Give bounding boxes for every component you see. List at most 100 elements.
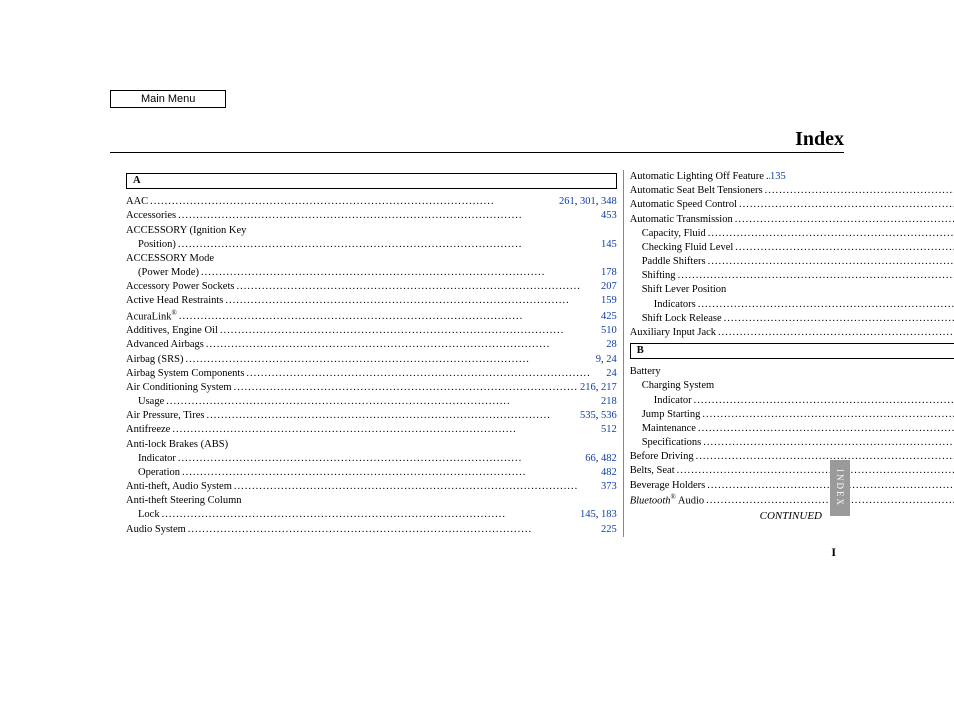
page-link[interactable]: 135 xyxy=(770,171,786,182)
index-page-refs: 218 xyxy=(601,395,617,409)
index-page-refs: 159 xyxy=(601,294,617,308)
index-entry-label: Airbag System Components xyxy=(126,367,244,381)
page-link[interactable]: 159 xyxy=(601,295,617,306)
page-link[interactable]: 145 xyxy=(580,509,596,520)
index-page-refs: 135 xyxy=(770,170,786,184)
index-entry-label: Anti-lock Brakes (ABS) xyxy=(126,438,228,452)
index-page-refs: 66, 482 xyxy=(585,452,617,466)
index-entry-label: Lock xyxy=(138,508,160,522)
leader-dots xyxy=(716,326,954,340)
page-link[interactable]: 482 xyxy=(601,467,617,478)
index-entry: AcuraLink® 425 xyxy=(126,309,617,325)
index-entry: Before Driving443 xyxy=(630,450,954,464)
leader-dots xyxy=(183,353,595,367)
index-entry-label: Specifications xyxy=(642,436,701,450)
index-entry: Belts, Seat8, 20 xyxy=(630,464,954,478)
page-number: I xyxy=(831,545,836,560)
index-entry: Airbag (SRS) 9, 24 xyxy=(126,353,617,367)
index-page-refs: 225 xyxy=(601,523,617,537)
index-entry-label: Advanced Airbags xyxy=(126,338,204,352)
index-page-refs: 28 xyxy=(606,338,617,352)
index-page-refs: 145, 183 xyxy=(580,508,617,522)
leader-dots xyxy=(170,423,601,437)
page-link[interactable]: 207 xyxy=(601,281,617,292)
index-column: AAAC261, 301, 348Accessories453ACCESSORY… xyxy=(120,170,623,537)
page-link[interactable]: 512 xyxy=(601,424,617,435)
page-link[interactable]: 348 xyxy=(601,196,617,207)
index-entry: Automatic Seat Belt Tensioners22 xyxy=(630,184,954,198)
leader-dots xyxy=(232,480,601,494)
leader-dots xyxy=(676,269,954,283)
leader-dots xyxy=(164,395,601,409)
index-page-refs: 9, 24 xyxy=(596,353,617,367)
leader-dots xyxy=(694,450,954,464)
leader-dots xyxy=(234,280,600,294)
index-entry: Shift Lever Position xyxy=(630,283,954,297)
leader-dots xyxy=(232,381,580,395)
page-link[interactable]: 216 xyxy=(580,382,596,393)
page-link[interactable]: 535 xyxy=(580,410,596,421)
index-entry-label: Indicators xyxy=(654,298,696,312)
index-entry: Position)145 xyxy=(126,238,617,252)
index-entry-label: Additives, Engine Oil xyxy=(126,324,218,338)
page-link[interactable]: 261 xyxy=(559,196,575,207)
page-link[interactable]: 218 xyxy=(601,396,617,407)
page-link[interactable]: 453 xyxy=(601,210,617,221)
page-link[interactable]: 510 xyxy=(601,325,617,336)
index-entry-label: Indicator xyxy=(654,394,692,408)
leader-dots xyxy=(218,324,601,338)
leader-dots xyxy=(160,508,580,522)
index-entry: Shift Lock Release471 xyxy=(630,312,954,326)
index-letter-header: A xyxy=(126,173,617,189)
page-link[interactable]: 225 xyxy=(601,524,617,535)
index-entry: Anti-theft, Audio System 373 xyxy=(126,480,617,494)
page-link[interactable]: 373 xyxy=(601,481,617,492)
page-link[interactable]: 178 xyxy=(601,267,617,278)
index-entry: Shifting469 xyxy=(630,269,954,283)
page-link[interactable]: 183 xyxy=(601,509,617,520)
index-entry: Automatic Lighting Off Feature135 xyxy=(630,170,954,184)
leader-dots xyxy=(148,195,559,209)
page-link[interactable]: 536 xyxy=(601,410,617,421)
index-entry: Indicator65, 561 xyxy=(630,394,954,408)
index-page-refs: 535, 536 xyxy=(580,409,617,423)
leader-dots xyxy=(176,209,601,223)
index-entry-label: Paddle Shifters xyxy=(642,255,706,269)
index-entry: Usage218 xyxy=(126,395,617,409)
index-entry-label: Automatic Transmission xyxy=(630,213,733,227)
index-entry: Paddle Shifters473 xyxy=(630,255,954,269)
main-menu-button[interactable]: Main Menu xyxy=(110,90,226,108)
page-link[interactable]: 301 xyxy=(580,196,596,207)
leader-dots xyxy=(204,409,580,423)
index-page-refs: 373 xyxy=(601,480,617,494)
page-link[interactable]: 482 xyxy=(601,453,617,464)
index-entry-label: Charging System xyxy=(642,379,714,393)
page-link[interactable]: 425 xyxy=(601,311,617,322)
index-entry-label: Beverage Holders xyxy=(630,479,706,493)
index-entry: Active Head Restraints159 xyxy=(126,294,617,308)
title-rule xyxy=(110,152,844,153)
index-entry-label: AcuraLink® xyxy=(126,309,177,325)
leader-dots xyxy=(186,523,601,537)
page-link[interactable]: 28 xyxy=(606,339,617,350)
index-entry-label: Before Driving xyxy=(630,450,694,464)
index-entry-label: Indicator xyxy=(138,452,176,466)
leader-dots xyxy=(223,294,601,308)
leader-dots xyxy=(692,394,954,408)
page-link[interactable]: 24 xyxy=(606,354,617,365)
continued-label: CONTINUED xyxy=(760,510,822,522)
index-entry-label: Anti-theft, Audio System xyxy=(126,480,232,494)
index-entry: Maintenance542 xyxy=(630,422,954,436)
index-entry: Capacity, Fluid580 xyxy=(630,227,954,241)
index-entry: Indicators468 xyxy=(630,298,954,312)
index-entry: (Power Mode)178 xyxy=(126,266,617,280)
index-entry-label: Airbag (SRS) xyxy=(126,353,183,367)
page-link[interactable]: 217 xyxy=(601,382,617,393)
page-link[interactable]: 145 xyxy=(601,239,617,250)
page-link[interactable]: 66 xyxy=(585,453,596,464)
index-entry-label: Accessory Power Sockets xyxy=(126,280,234,294)
index-entry-label: Maintenance xyxy=(642,422,696,436)
index-entry-label: Air Pressure, Tires xyxy=(126,409,204,423)
leader-dots xyxy=(700,408,954,422)
page-link[interactable]: 24 xyxy=(606,368,617,379)
